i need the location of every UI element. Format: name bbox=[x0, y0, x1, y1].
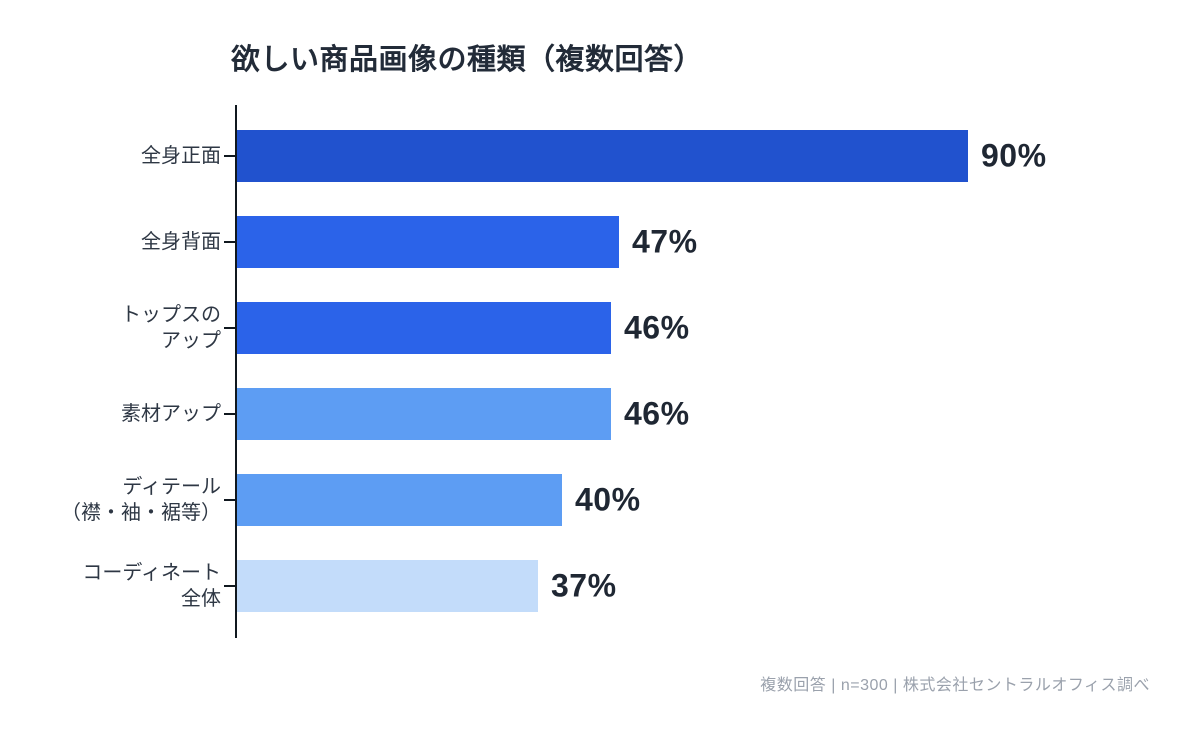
category-label: ディテール （襟・袖・裾等） bbox=[61, 476, 221, 524]
y-axis-line bbox=[235, 105, 237, 638]
category-label: 全身正面 bbox=[141, 145, 221, 167]
category-label: トップスの アップ bbox=[121, 304, 221, 352]
bar bbox=[237, 216, 619, 268]
bar bbox=[237, 474, 562, 526]
axis-tick bbox=[224, 499, 235, 501]
category-label: コーディネート 全体 bbox=[82, 562, 221, 610]
source-note: 複数回答 | n=300 | 株式会社セントラルオフィス調べ bbox=[760, 677, 1150, 694]
bar bbox=[237, 560, 538, 612]
bar-chart: 全身正面 90% 全身背面 47% トップスの アップ 46% 素材アップ 46% ディテール … bbox=[0, 105, 1200, 638]
category-label: 全身背面 bbox=[141, 231, 221, 253]
value-label: 46% bbox=[624, 395, 690, 432]
value-label: 40% bbox=[575, 481, 641, 518]
axis-tick bbox=[224, 327, 235, 329]
value-label: 47% bbox=[632, 223, 698, 260]
axis-tick bbox=[224, 585, 235, 587]
value-label: 90% bbox=[981, 137, 1047, 174]
value-label: 46% bbox=[624, 309, 690, 346]
category-label: 素材アップ bbox=[121, 403, 221, 425]
bar bbox=[237, 302, 611, 354]
axis-tick bbox=[224, 241, 235, 243]
axis-tick bbox=[224, 155, 235, 157]
axis-tick bbox=[224, 413, 235, 415]
bar bbox=[237, 388, 611, 440]
chart-title: 欲しい商品画像の種類（複数回答） bbox=[231, 44, 704, 76]
value-label: 37% bbox=[551, 567, 617, 604]
bar bbox=[237, 130, 968, 182]
